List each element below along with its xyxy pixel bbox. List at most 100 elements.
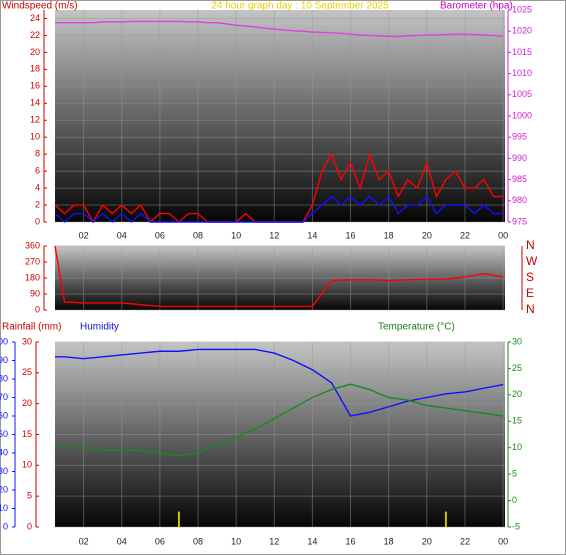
y-tick-label: S [526,270,534,284]
y-tick-label: 22 [30,30,40,40]
y-tick-label: E [526,286,534,300]
y-tick-label: 1000 [512,110,532,120]
x-tick-label: 18 [384,536,394,546]
bar [444,511,447,527]
y-tick-label: 270 [25,256,40,266]
x-tick-label: 14 [307,536,317,546]
y-tick-label: 24 [30,13,40,23]
x-tick-label: 00 [498,230,508,240]
x-tick-label: 22 [460,536,470,546]
y-tick-label: 6 [35,165,40,175]
y-tick-label: W [526,254,538,268]
x-tick-label: 18 [384,230,394,240]
y-tick-label: 360 [25,240,40,250]
x-tick-label: 20 [422,230,432,240]
x-tick-label: 10 [231,536,241,546]
x-tick-label: 06 [155,230,165,240]
y-tick-label: 980 [512,195,527,205]
y-tick-label: 25 [22,367,32,377]
y-tick-label: 0 [512,495,517,505]
y-tick-label: 10 [512,442,522,452]
y-tick-label: 5 [27,491,32,501]
y-tick-label: 10 [22,460,32,470]
y-tick-label: 1015 [512,47,532,57]
chart-title: 24 hour graph day : 10 September 2025 [211,1,389,12]
axis-label: Windspeed (m/s) [2,1,78,12]
y-tick-label: 0 [3,521,8,531]
y-tick-label: 15 [22,429,32,439]
y-tick-label: 2 [35,199,40,209]
y-tick-label: N [526,238,535,252]
y-tick-label: -5 [512,521,520,531]
y-tick-label: 990 [512,153,527,163]
y-tick-label: 0 [27,521,32,531]
x-tick-label: 16 [346,230,356,240]
y-tick-label: 16 [30,81,40,91]
y-tick-label: 8 [35,149,40,159]
y-tick-label: 14 [30,98,40,108]
y-tick-label: N [526,302,535,316]
y-tick-label: 40 [0,447,8,457]
x-tick-label: 10 [231,230,241,240]
y-tick-label: 10 [30,132,40,142]
y-tick-label: 80 [0,373,8,383]
x-tick-label: 20 [422,536,432,546]
x-tick-label: 12 [269,230,279,240]
y-tick-label: 20 [22,398,32,408]
x-tick-label: 08 [193,536,203,546]
y-tick-label: 985 [512,174,527,184]
y-tick-label: 20 [512,389,522,399]
y-tick-label: 90 [30,288,40,298]
y-tick-label: 60 [0,410,8,420]
x-tick-label: 08 [193,230,203,240]
plot-area [55,342,505,527]
plot-area [55,10,505,222]
plot-area [55,246,505,310]
series-line [54,245,504,308]
y-tick-label: 50 [0,429,8,439]
y-tick-label: 1005 [512,89,532,99]
axis-label: Barometer (hpa) [440,1,513,12]
y-tick-label: 30 [22,336,32,346]
y-tick-label: 1025 [512,4,532,14]
y-tick-label: 5 [512,469,517,479]
y-tick-label: 4 [35,182,40,192]
series-line [54,195,504,223]
y-tick-label: 10 [0,503,8,513]
axis-label: Humidity [80,322,119,333]
y-tick-label: 25 [512,363,522,373]
y-tick-label: 100 [0,336,8,346]
series-line [55,20,504,38]
y-tick-label: 90 [0,355,8,365]
bar [177,511,180,527]
y-tick-label: 20 [30,47,40,57]
x-tick-label: 14 [307,230,317,240]
x-tick-label: 06 [155,536,165,546]
y-tick-label: 30 [512,336,522,346]
x-tick-label: 04 [117,230,127,240]
y-tick-label: 0 [35,304,40,314]
x-tick-label: 16 [346,536,356,546]
y-tick-label: 995 [512,132,527,142]
series-line [55,383,504,457]
x-tick-label: 22 [460,230,470,240]
x-tick-label: 02 [79,536,89,546]
y-tick-label: 30 [0,466,8,476]
y-tick-label: 1020 [512,26,532,36]
series-line [55,348,504,417]
y-tick-label: 18 [30,64,40,74]
y-tick-label: 975 [512,216,527,226]
x-tick-label: 04 [117,536,127,546]
y-tick-label: 20 [0,484,8,494]
x-tick-label: 00 [498,536,508,546]
axis-label: Temperature (°C) [378,322,455,333]
axis-label: Rainfall (mm) [2,322,61,333]
y-tick-label: 0 [35,216,40,226]
y-tick-label: 180 [25,272,40,282]
y-tick-label: 15 [512,416,522,426]
y-tick-label: 12 [30,115,40,125]
y-tick-label: 70 [0,392,8,402]
x-tick-label: 02 [79,230,89,240]
y-tick-label: 1010 [512,68,532,78]
